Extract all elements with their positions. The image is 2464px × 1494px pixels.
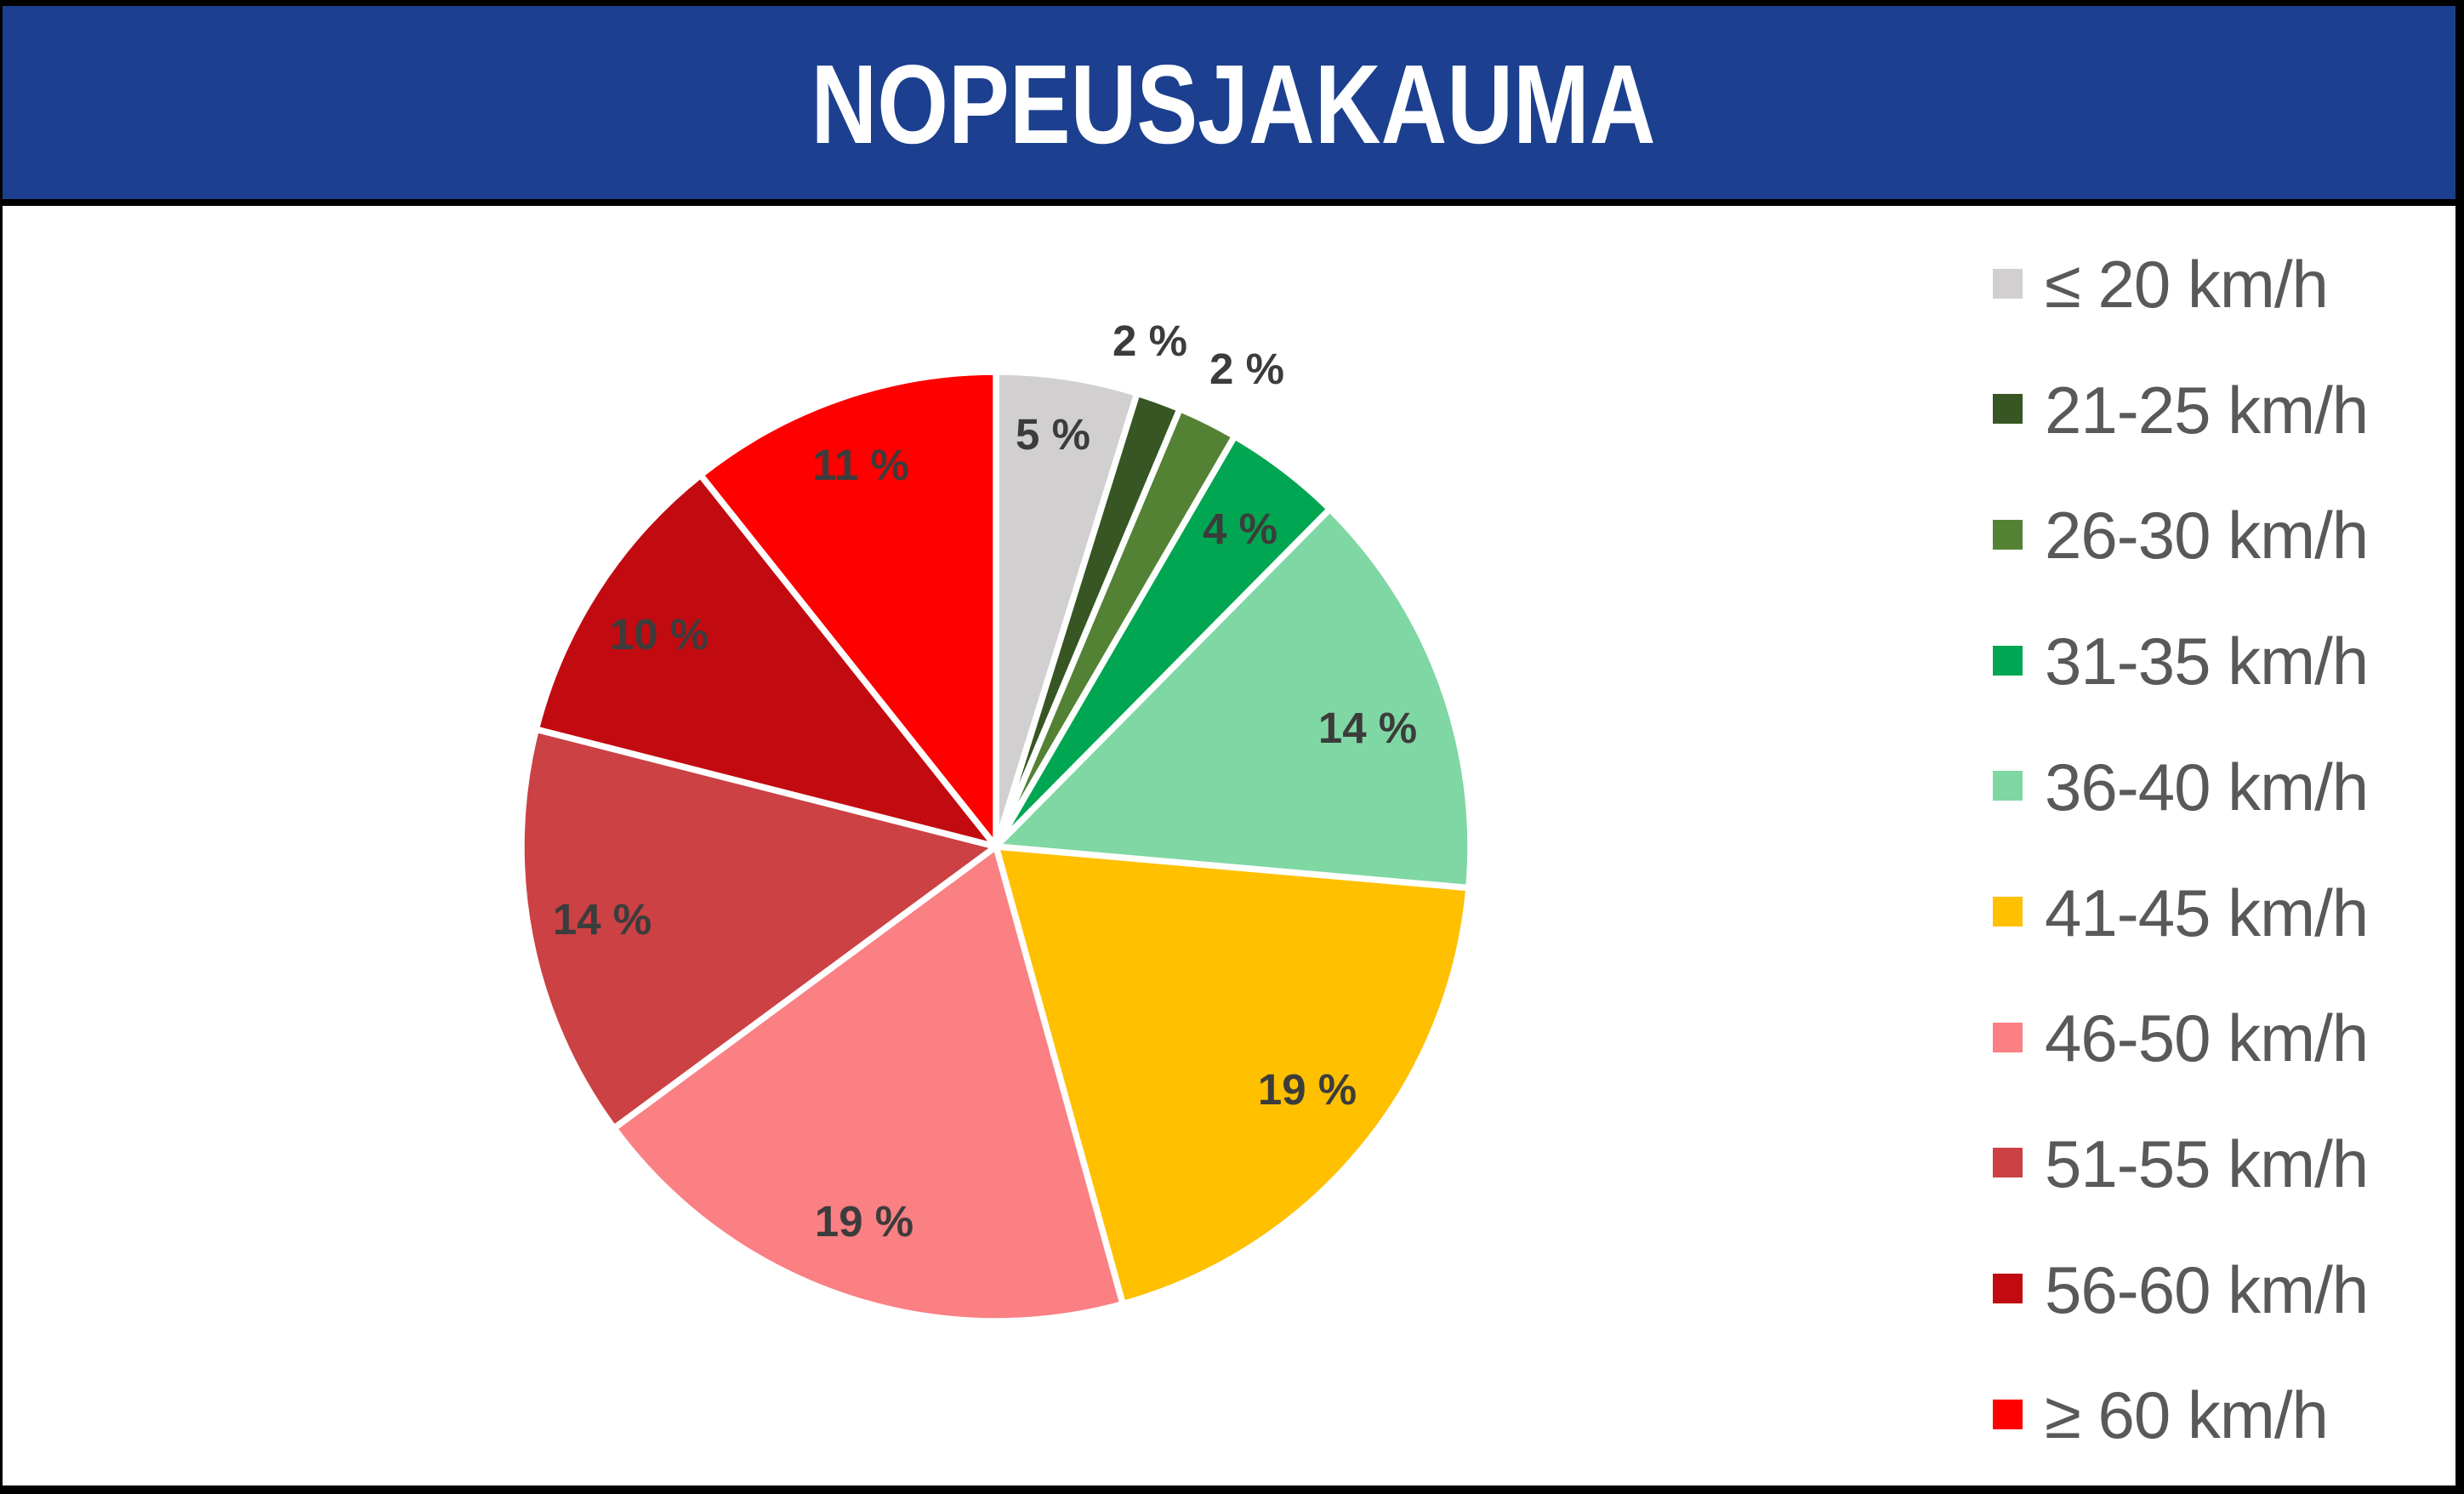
svg-text:26-30 km/h: 26-30 km/h [2045, 498, 2368, 573]
svg-text:41-45 km/h: 41-45 km/h [2045, 875, 2368, 950]
svg-text:46-50 km/h: 46-50 km/h [2045, 1001, 2368, 1075]
svg-text:31-35 km/h: 31-35 km/h [2045, 624, 2368, 699]
svg-text:19 %: 19 % [815, 1197, 913, 1246]
svg-text:36-40 km/h: 36-40 km/h [2045, 750, 2368, 824]
svg-text:2 %: 2 % [1112, 316, 1187, 365]
svg-text:21-25 km/h: 21-25 km/h [2045, 373, 2368, 448]
svg-text:NOPEUSJAKAUMA: NOPEUSJAKAUMA [811, 42, 1656, 167]
svg-text:≥ 60 km/h: ≥ 60 km/h [2045, 1377, 2328, 1452]
svg-text:19 %: 19 % [1258, 1065, 1357, 1114]
svg-text:14 %: 14 % [553, 895, 652, 944]
svg-text:51-55 km/h: 51-55 km/h [2045, 1126, 2368, 1201]
svg-text:2 %: 2 % [1209, 345, 1284, 393]
svg-text:11 %: 11 % [812, 441, 908, 489]
svg-text:≤ 20 km/h: ≤ 20 km/h [2045, 247, 2328, 322]
svg-text:10 %: 10 % [610, 610, 708, 659]
svg-text:5 %: 5 % [1016, 410, 1090, 459]
svg-text:4 %: 4 % [1203, 505, 1278, 553]
svg-text:56-60 km/h: 56-60 km/h [2045, 1252, 2368, 1327]
svg-text:14 %: 14 % [1318, 704, 1417, 752]
